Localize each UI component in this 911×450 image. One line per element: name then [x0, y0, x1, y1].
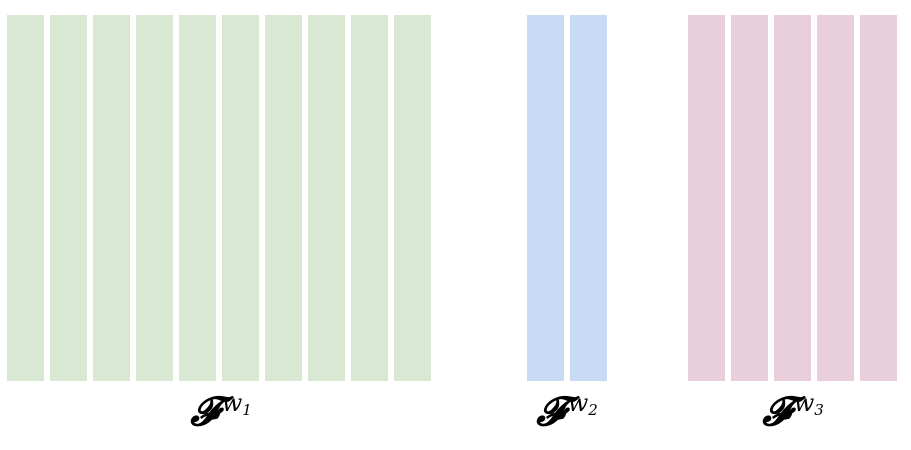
feature-symbol: 𝓕 — [762, 388, 792, 435]
feature-subscript: 3 — [814, 401, 824, 419]
feature-stripe-w1 — [93, 15, 130, 381]
feature-label-w3: 𝓕w3 — [733, 388, 853, 436]
feature-stripe-w1 — [136, 15, 173, 381]
feature-group-w2 — [527, 15, 607, 381]
feature-group-w3 — [688, 15, 898, 381]
feature-subscript: 2 — [588, 401, 598, 419]
feature-stripe-w1 — [308, 15, 345, 381]
feature-stripe-w1 — [222, 15, 259, 381]
feature-label-w2: 𝓕w2 — [507, 388, 627, 436]
feature-group-w1 — [7, 15, 435, 381]
feature-stripe-w1 — [179, 15, 216, 381]
feature-superscript: w3 — [793, 389, 824, 419]
feature-stripe-w1 — [351, 15, 388, 381]
feature-stripe-w1 — [50, 15, 87, 381]
feature-symbol: 𝓕 — [190, 388, 220, 435]
feature-superscript: w1 — [221, 389, 252, 419]
feature-label-w1: 𝓕w1 — [161, 388, 281, 436]
feature-stripe-w3 — [817, 15, 854, 381]
feature-subscript: 1 — [242, 401, 252, 419]
feature-superscript: w2 — [567, 389, 598, 419]
feature-stripe-w2 — [527, 15, 564, 381]
feature-stripe-w1 — [265, 15, 302, 381]
feature-symbol: 𝓕 — [536, 388, 566, 435]
feature-stripe-w3 — [860, 15, 897, 381]
feature-stripe-w3 — [731, 15, 768, 381]
feature-stripe-w3 — [688, 15, 725, 381]
feature-stripe-w3 — [774, 15, 811, 381]
feature-stripe-w1 — [7, 15, 44, 381]
feature-stripe-w2 — [570, 15, 607, 381]
feature-stripe-w1 — [394, 15, 431, 381]
